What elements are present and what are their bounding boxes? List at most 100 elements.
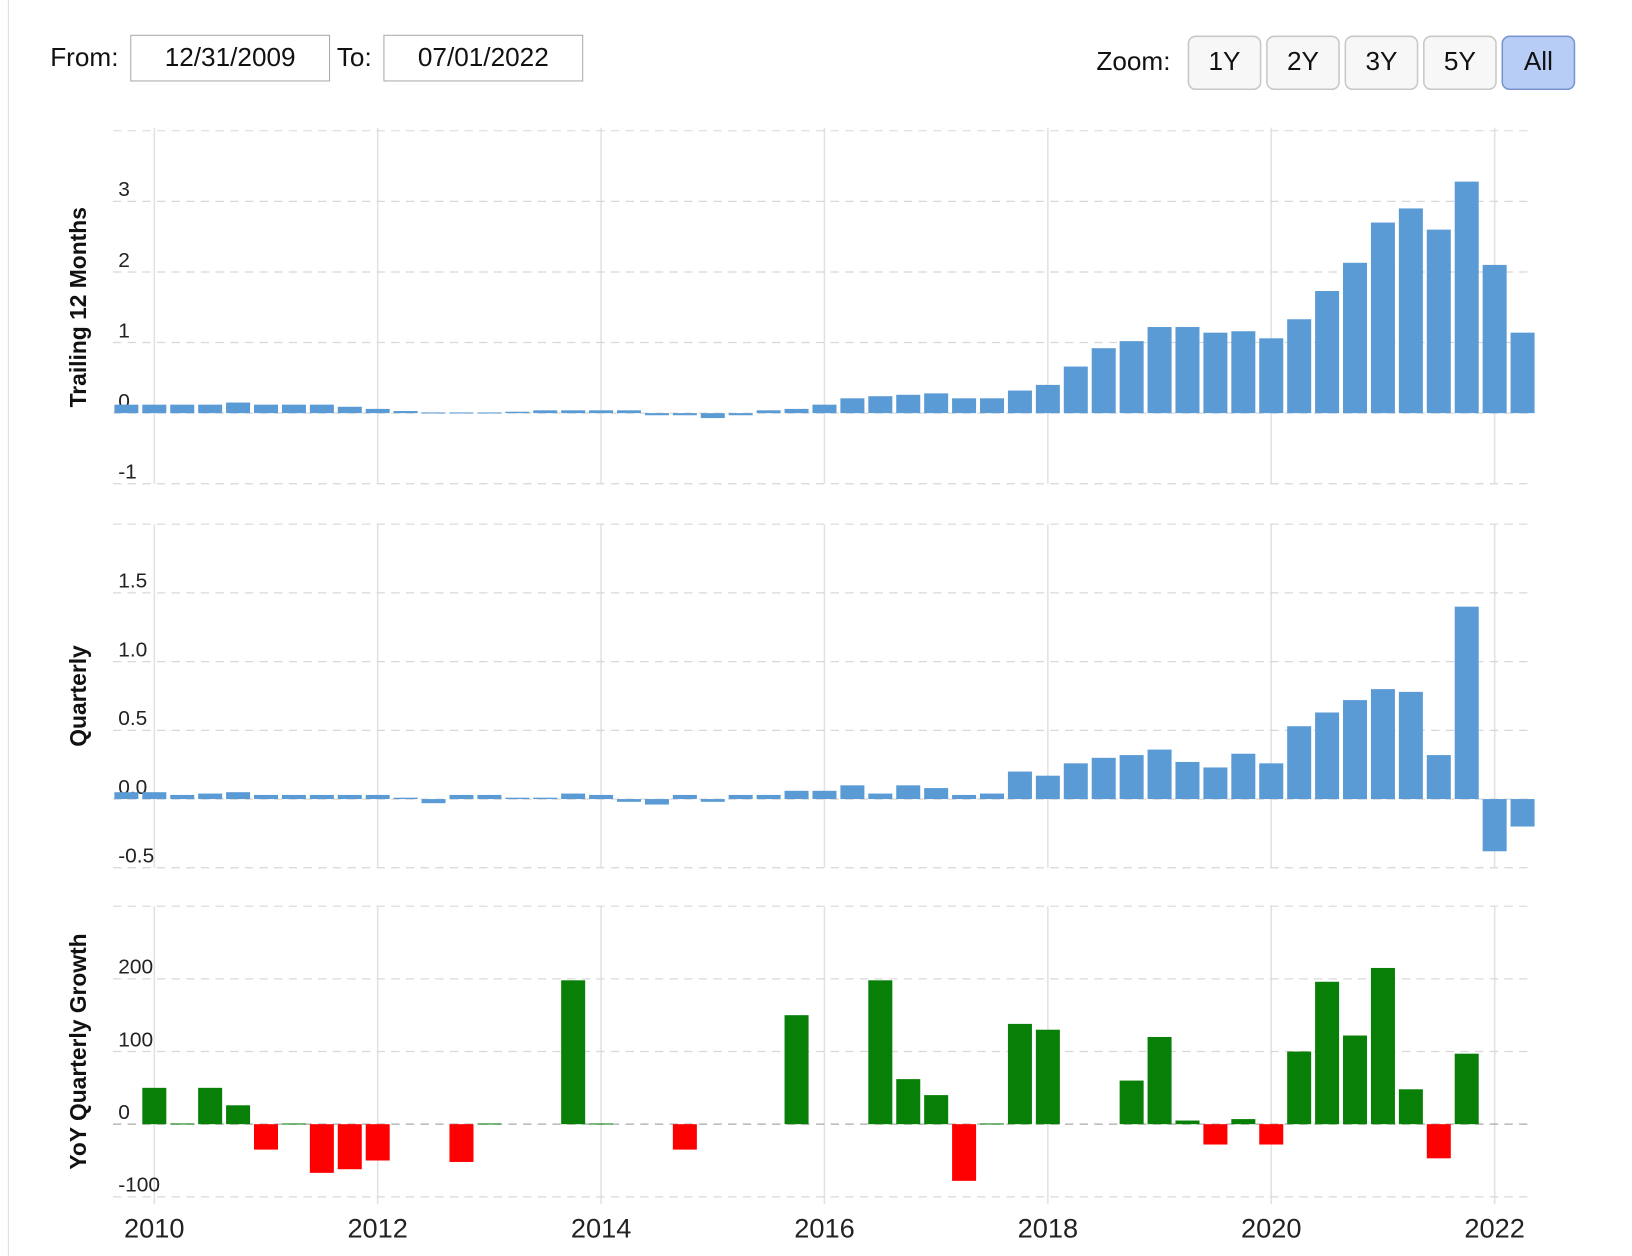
bar [1091,348,1116,414]
bar [1035,1029,1060,1125]
bar [533,797,558,800]
bar [589,794,614,800]
bar [1370,967,1395,1125]
zoom-buttons: 1Y 2Y 3Y 5Y All [1187,35,1576,91]
from-label: From: [50,42,118,72]
bar [784,790,809,800]
bar [1482,799,1507,852]
bar [1343,700,1368,800]
bar [309,404,334,414]
y-tick-label: 3 [118,178,130,201]
bar [1315,712,1340,800]
zoom-button-label[interactable]: 2Y [1287,46,1319,76]
to-input[interactable] [383,34,584,82]
x-tick-label: 2012 [347,1212,407,1243]
bar [617,410,642,414]
bar [756,410,781,414]
bar [812,404,837,414]
x-tick-label: 2010 [124,1212,184,1243]
bar [1035,775,1060,800]
bar [281,404,306,414]
bar [1370,689,1395,800]
bar [309,1124,334,1173]
y-tick-label: -1 [118,461,137,484]
bar [477,794,502,800]
bar [170,1123,195,1125]
bar [924,788,949,800]
zoom-button[interactable] [1344,35,1419,91]
bar [644,799,669,805]
bar [589,1123,614,1125]
y-tick-label: 0.5 [118,707,147,730]
bar [868,396,893,414]
bar [1147,327,1172,414]
bar [644,413,669,416]
bar [365,794,390,800]
y-tick-label: 0 [118,1101,130,1124]
bar [1091,757,1116,800]
to-value[interactable]: 07/01/2022 [418,42,549,72]
bar [756,794,781,800]
bar [477,412,502,414]
zoom-button[interactable] [1501,35,1576,91]
bar [840,398,865,414]
zoom-button-label[interactable]: 3Y [1365,46,1397,76]
bar [840,785,865,800]
bar [1343,262,1368,414]
bar [337,1124,362,1170]
y-tick-label: 100 [118,1028,153,1051]
zoom-button[interactable] [1266,35,1340,91]
bar [561,410,586,414]
bar [784,408,809,414]
x-tick-label: 2014 [571,1212,631,1243]
bar [1147,749,1172,800]
bar [1119,755,1144,800]
bar [142,1087,167,1125]
from-input[interactable] [130,34,331,82]
bar [1287,319,1312,414]
bar [561,793,586,800]
bar [700,799,725,802]
bar [1175,1120,1200,1125]
bar [114,404,139,414]
bar [1203,332,1228,414]
bar [1007,771,1032,800]
bar [337,406,362,414]
bar [281,1123,306,1125]
y-tick-label: 200 [118,956,153,979]
zoom-button[interactable] [1187,35,1262,91]
y-tick-label: -0.5 [118,845,154,868]
bar [449,1124,474,1162]
bar [281,794,306,800]
bar [170,404,195,414]
bar [896,1079,921,1125]
bar [1510,332,1535,414]
bar [421,412,446,414]
bar [952,794,977,800]
zoom-button[interactable] [1423,35,1497,91]
x-tick-label: 2022 [1464,1212,1524,1243]
bar [896,785,921,800]
bar [226,402,251,414]
bar [896,394,921,414]
bar [700,413,725,419]
bar [253,1124,279,1150]
zoom-button-label[interactable]: 5Y [1444,46,1476,76]
zoom-button-label[interactable]: All [1524,46,1553,76]
bar [1231,753,1256,800]
bar [1287,726,1312,800]
bar [561,980,586,1125]
bar [1510,799,1535,827]
bar [1175,761,1200,800]
y-tick-label: 1 [118,319,130,342]
y-axis-title: Trailing 12 Months [65,207,91,407]
bar [924,1095,949,1125]
bar [142,404,167,414]
zoom-button-label[interactable]: 1Y [1209,46,1241,76]
bar [1063,366,1088,414]
bar [1315,291,1340,414]
bar [1343,1035,1368,1125]
from-value[interactable]: 12/31/2009 [165,42,296,72]
bar [449,794,474,800]
